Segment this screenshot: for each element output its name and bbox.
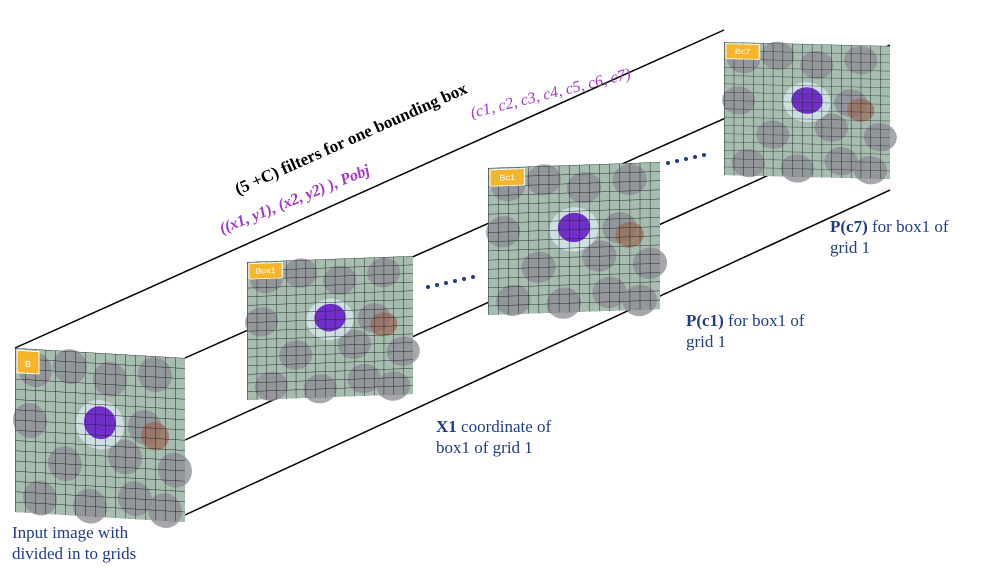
caption-line: for box1 of: [724, 311, 805, 330]
classes-annotation: (c1, c2, c3, c4, c5, c6, c7): [469, 66, 633, 122]
caption-line: coordinate of: [457, 417, 552, 436]
caption-line: grid 1: [686, 332, 726, 351]
caption-line: grid 1: [830, 238, 870, 257]
grid-image: Box1: [245, 254, 420, 406]
panel-tag: Bc7: [735, 47, 751, 56]
caption: X1 coordinate of box1 of grid 1: [436, 417, 552, 457]
caption-line: box1 of grid 1: [436, 438, 533, 457]
panel-tag: Box1: [256, 266, 276, 276]
grid-image: Bc1: [486, 160, 667, 322]
caption-bold: P(c7): [830, 217, 868, 236]
grid-overlay: [724, 42, 890, 179]
grid-image: Bc7: [722, 40, 897, 185]
caption: P(c1) for box1 of grid 1: [686, 311, 805, 351]
panel-tag: B: [25, 359, 31, 369]
caption: P(c7) for box1 of grid 1: [830, 217, 949, 257]
panel-tag: Bc1: [499, 172, 515, 182]
diagram: BBox1Bc1Bc7 (5 +C) filters for one bound…: [0, 0, 982, 573]
caption-line: Input image with: [12, 523, 129, 542]
caption-bold: P(c1): [686, 311, 724, 330]
caption-bold: X1: [436, 417, 457, 436]
caption-line: divided in to grids: [12, 544, 136, 563]
caption-line: for box1 of: [868, 217, 949, 236]
grid-image: B: [13, 346, 192, 530]
caption: Input image with divided in to grids: [12, 523, 136, 563]
grid-overlay: [15, 348, 185, 522]
